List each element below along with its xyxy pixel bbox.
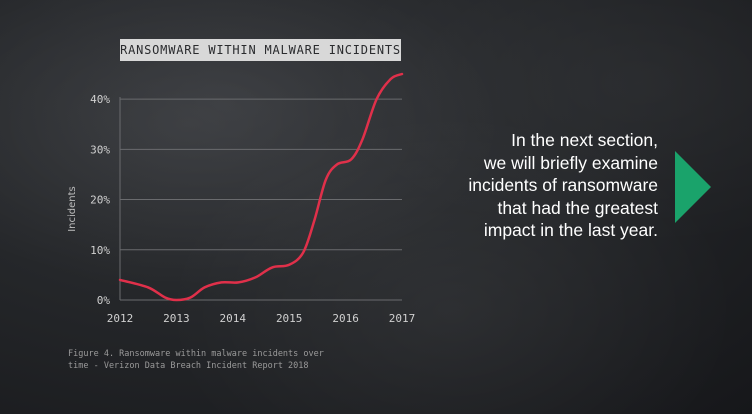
- y-tick-label: 0%: [97, 294, 111, 307]
- caption-line-2: time - Verizon Data Breach Incident Repo…: [68, 361, 309, 371]
- y-tick-label: 40%: [90, 93, 110, 106]
- callout-line-2: we will briefly examine: [483, 152, 658, 173]
- callout-text: In the next section, we will briefly exa…: [398, 129, 658, 242]
- axis-layer: 0% 10% 20% 30% 40% 2012 2013 2014 2015 2016 2017: [90, 93, 415, 325]
- x-tick-label: 2013: [163, 312, 190, 325]
- triangle-right-icon[interactable]: [675, 151, 711, 223]
- y-tick-label: 30%: [90, 143, 110, 156]
- x-tick-label: 2017: [389, 312, 416, 325]
- line-layer: [118, 72, 404, 302]
- x-tick-label: 2014: [220, 312, 247, 325]
- grid-layer: [120, 98, 402, 301]
- callout-line-3: incidents of ransomware: [468, 175, 658, 195]
- x-tick-label: 2015: [276, 312, 303, 325]
- y-axis-label: Incidents: [67, 186, 78, 232]
- series-line: [118, 72, 404, 302]
- y-tick-label: 20%: [90, 194, 110, 207]
- x-tick-label: 2016: [332, 312, 359, 325]
- figure-caption: Figure 4. Ransomware within malware inci…: [68, 348, 388, 372]
- x-tick-label: 2012: [107, 312, 134, 325]
- callout-line-1: In the next section,: [511, 130, 658, 150]
- y-tick-label: 10%: [90, 244, 110, 257]
- caption-line-1: Figure 4. Ransomware within malware inci…: [68, 349, 324, 359]
- chart-title: RANSOMWARE WITHIN MALWARE INCIDENTS: [120, 39, 401, 61]
- callout-line-5: impact in the last year.: [483, 220, 658, 240]
- callout-line-4: that had the greatest: [497, 197, 658, 218]
